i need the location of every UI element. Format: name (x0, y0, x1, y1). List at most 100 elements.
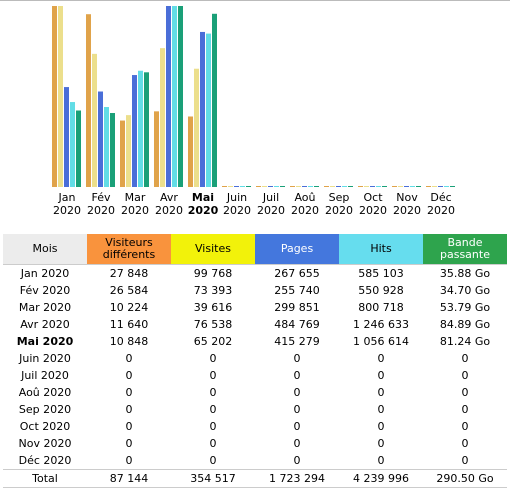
cell-pages: 0 (293, 369, 301, 382)
bar-hits-11 (444, 186, 449, 187)
table-row: Juin 2020 0 0 0 0 0 (3, 350, 507, 367)
cell-visites: 0 (209, 386, 217, 399)
bar-pages-7 (302, 186, 307, 187)
bar-hits-10 (410, 186, 415, 187)
cell-visites: 65 202 (193, 335, 233, 348)
bar-hits-0 (70, 102, 75, 187)
bar-pages-8 (336, 186, 341, 187)
total-bande-passante: 290.50 Go (423, 469, 507, 488)
month-label-year: 2020 (257, 204, 285, 217)
month-label-name: Mai (191, 191, 215, 204)
table-row: Mar 2020 10 224 39 616 299 851 800 718 53.79 … (3, 299, 507, 316)
bar-hits-4 (206, 33, 211, 187)
table-row: Mai 2020 10 848 65 202 415 279 1 056 614 81.2… (3, 333, 507, 350)
bar-bande-passante-6 (280, 186, 285, 187)
cell-month: Juin 2020 (19, 352, 71, 365)
month-label: Déc 2020 (424, 191, 458, 217)
cell-hits: 0 (377, 420, 385, 433)
cell-month: Mai 2020 (16, 335, 74, 348)
cell-bande: 0 (461, 369, 469, 382)
cell-pages: 267 655 (274, 267, 320, 280)
bar-visiteurs-diff-rents-1 (86, 14, 91, 188)
month-label: Aoû 2020 (288, 191, 322, 217)
month-label: Nov 2020 (390, 191, 424, 217)
cell-visiteurs: 0 (125, 403, 133, 416)
cell-hits: 550 928 (358, 284, 404, 297)
cell-visites: 99 768 (193, 267, 233, 280)
bar-visiteurs-diff-rents-10 (392, 186, 397, 187)
bar-pages-4 (200, 31, 205, 187)
month-label: Juil 2020 (254, 191, 288, 217)
cell-visites: 0 (209, 454, 217, 467)
total-pages: 1 723 294 (255, 469, 339, 488)
cell-visites: 0 (209, 403, 217, 416)
header-bande-line2: passante (440, 248, 490, 261)
bar-bande-passante-5 (246, 186, 251, 187)
cell-hits: 585 103 (358, 267, 404, 280)
table-row: Oct 2020 0 0 0 0 0 (3, 418, 507, 435)
total-row: Total 87 144 354 517 1 723 294 4 239 996… (3, 469, 507, 488)
bar-bande-passante-3 (178, 6, 183, 187)
cell-bande: 84.89 Go (439, 318, 491, 331)
cell-month: Aoû 2020 (18, 386, 72, 399)
total-label: Total (3, 469, 87, 488)
cell-visites: 0 (209, 437, 217, 450)
month-label: Mar 2020 (118, 191, 152, 217)
cell-month: Déc 2020 (18, 454, 72, 467)
bar-visites-9 (364, 186, 369, 187)
monthly-history-chart: Jan 2020 Fév 2020 Mar 2020 Avr 2020 Mai 2020 Juin 2… (0, 0, 510, 224)
cell-month: Avr 2020 (20, 318, 70, 331)
bar-bande-passante-9 (382, 186, 387, 187)
bar-bande-passante-2 (144, 72, 149, 187)
table-row: Juil 2020 0 0 0 0 0 (3, 367, 507, 384)
header-mois: Mois (3, 234, 87, 265)
table-header-row: Mois Visiteurs différents Visites Pages H… (3, 234, 507, 265)
cell-visites: 0 (209, 369, 217, 382)
cell-visites: 0 (209, 352, 217, 365)
bar-visites-11 (432, 186, 437, 187)
cell-visiteurs: 10 848 (109, 335, 149, 348)
cell-bande: 34.70 Go (439, 284, 491, 297)
bar-visiteurs-diff-rents-9 (358, 186, 363, 187)
cell-bande: 81.24 Go (439, 335, 491, 348)
bar-visiteurs-diff-rents-2 (120, 120, 125, 187)
cell-visiteurs: 0 (125, 454, 133, 467)
bar-visiteurs-diff-rents-8 (324, 186, 329, 187)
month-label: Oct 2020 (356, 191, 390, 217)
cell-pages: 484 769 (274, 318, 320, 331)
table-row: Déc 2020 0 0 0 0 0 (3, 452, 507, 470)
month-label: Juin 2020 (220, 191, 254, 217)
bar-visites-10 (398, 186, 403, 187)
cell-visiteurs: 11 640 (109, 318, 149, 331)
cell-pages: 415 279 (274, 335, 320, 348)
month-label-name: Aoû (294, 191, 316, 204)
bar-pages-1 (98, 91, 103, 187)
bar-hits-2 (138, 70, 143, 187)
total-visiteurs: 87 144 (87, 469, 171, 488)
table-row: Aoû 2020 0 0 0 0 0 (3, 384, 507, 401)
month-label: Fév 2020 (84, 191, 118, 217)
month-label-year: 2020 (291, 204, 319, 217)
monthly-stats-table: Mois Visiteurs différents Visites Pages H… (3, 234, 507, 488)
bar-bande-passante-11 (450, 186, 455, 187)
bar-bande-passante-8 (348, 186, 353, 187)
bar-visites-1 (92, 53, 97, 187)
month-label-name: Oct (363, 191, 383, 204)
cell-month: Sep 2020 (18, 403, 72, 416)
header-bande-passante: Bande passante (423, 234, 507, 265)
cell-pages: 0 (293, 386, 301, 399)
bar-pages-10 (404, 186, 409, 187)
cell-visiteurs: 0 (125, 420, 133, 433)
bar-bande-passante-0 (76, 110, 81, 187)
month-label-name: Déc (430, 191, 452, 204)
month-label: Mai 2020 (186, 191, 220, 217)
month-label-name: Jan (58, 191, 76, 204)
header-bande-line1: Bande (447, 236, 483, 249)
bar-visites-0 (58, 6, 63, 187)
month-label: Sep 2020 (322, 191, 356, 217)
bar-visiteurs-diff-rents-7 (290, 186, 295, 187)
cell-month: Oct 2020 (19, 420, 71, 433)
cell-visites: 73 393 (193, 284, 233, 297)
bar-pages-2 (132, 75, 137, 187)
cell-bande: 35.88 Go (439, 267, 491, 280)
